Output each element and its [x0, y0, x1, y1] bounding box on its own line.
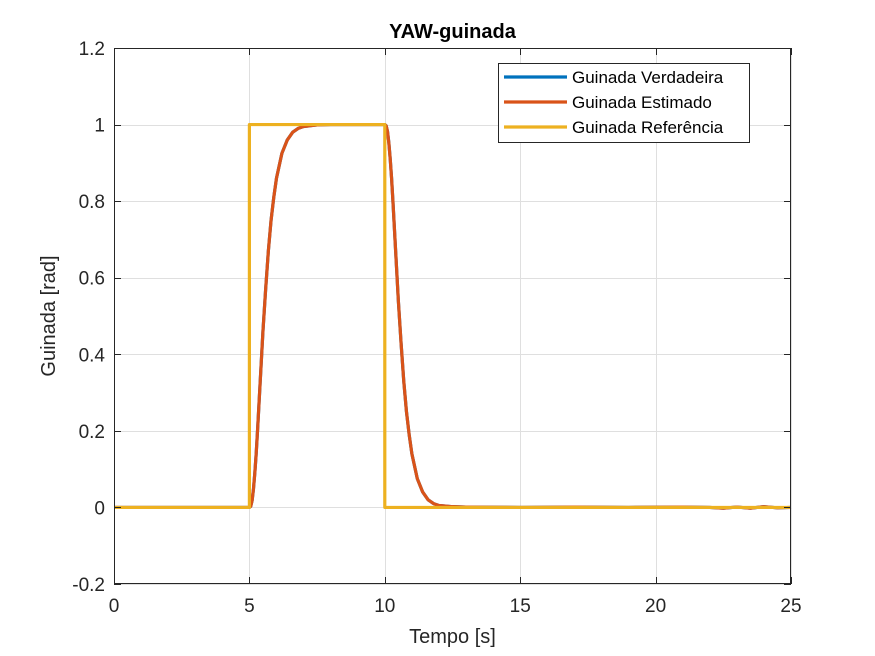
y-tick-label: 0.4	[79, 345, 106, 366]
y-tick-label: 1.2	[79, 39, 105, 60]
y-tick-label: 0.2	[79, 422, 105, 443]
legend-label-2: Guinada Estimado	[572, 93, 712, 112]
x-tick-label: 0	[109, 596, 120, 617]
ticks: 0 5 10 15 20 25-0.200.20.40.60.811.2	[72, 39, 801, 617]
legend-label-1: Guinada Verdadeira	[572, 68, 724, 87]
y-tick-label: -0.2	[72, 575, 105, 596]
legend-label-3: Guinada Referência	[572, 118, 724, 137]
y-tick-label: 0	[94, 498, 105, 519]
x-tick-label: 25	[780, 596, 801, 617]
x-axis-label: Tempo [s]	[409, 626, 496, 648]
axes-box	[114, 48, 791, 584]
x-tick-label: 10	[374, 596, 395, 617]
chart-title: YAW-guinada	[389, 21, 517, 43]
legend: Guinada Verdadeira Guinada Estimado Guinad…	[498, 63, 750, 143]
series-line-3	[114, 122, 791, 510]
y-tick-label: 0.8	[79, 192, 105, 213]
y-tick-label: 1	[94, 116, 105, 137]
y-axis-label: Guinada [rad]	[38, 255, 60, 376]
x-tick-label: 20	[645, 596, 666, 617]
y-tick-label: 0.6	[79, 269, 105, 290]
x-tick-label: 5	[244, 596, 255, 617]
series-lines	[114, 122, 792, 510]
x-tick-label: 15	[510, 596, 531, 617]
